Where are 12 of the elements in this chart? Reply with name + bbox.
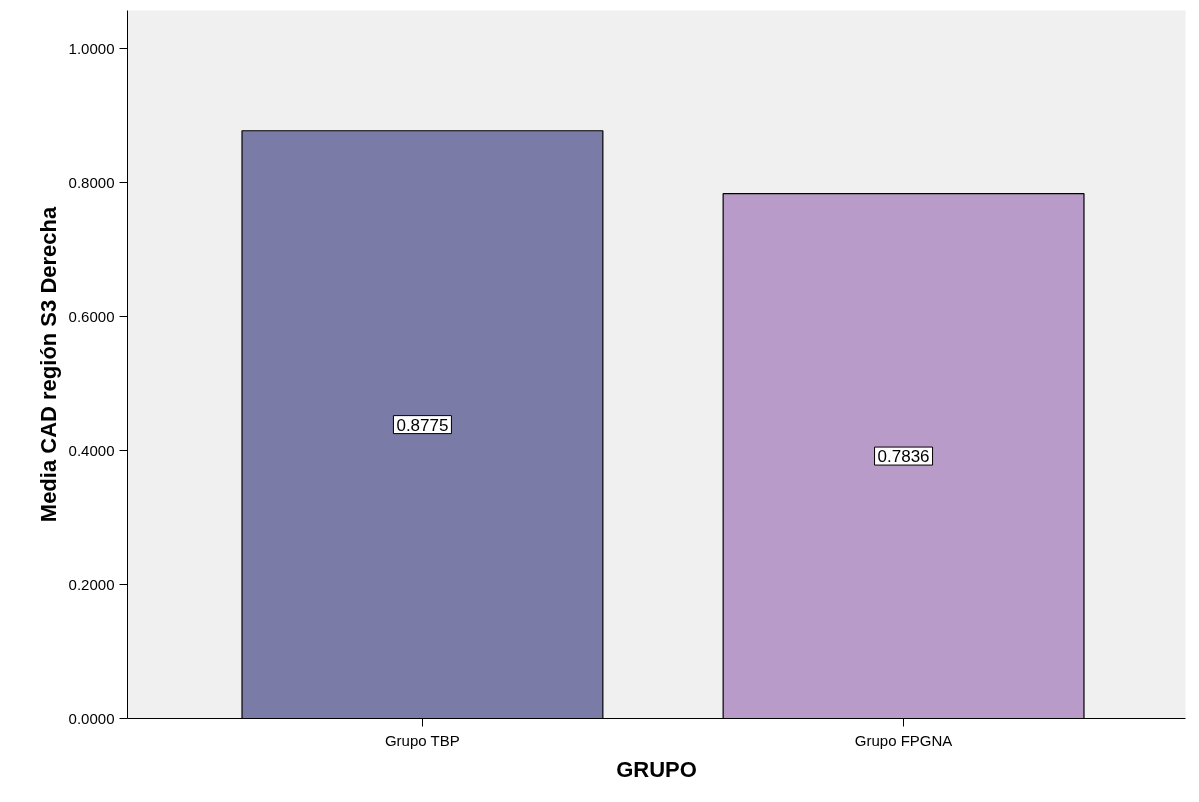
y-tick-label: 0.2000 bbox=[68, 575, 115, 593]
x-tick-label: Grupo TBP bbox=[384, 731, 460, 749]
y-tick-label: 1.0000 bbox=[68, 39, 115, 57]
y-axis-title: Media CAD región S3 Derecha bbox=[35, 206, 61, 523]
y-tick-label: 0.8000 bbox=[68, 173, 115, 191]
data-label: 0.8775 bbox=[396, 415, 449, 435]
x-tick-label: Grupo FPGNA bbox=[854, 731, 953, 749]
y-tick-label: 0.4000 bbox=[68, 441, 115, 459]
x-axis-title: GRUPO bbox=[616, 756, 697, 782]
y-tick-label: 0.0000 bbox=[68, 709, 115, 727]
y-tick-label: 0.6000 bbox=[68, 307, 115, 325]
data-label: 0.7836 bbox=[877, 447, 930, 467]
